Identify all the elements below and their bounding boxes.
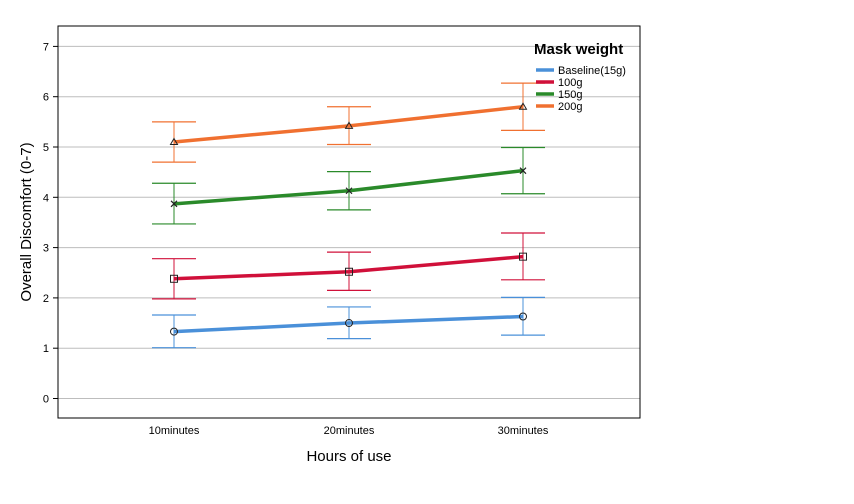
- series-line: [173, 314, 524, 334]
- series-layer: [152, 82, 545, 349]
- grid: [58, 45, 640, 399]
- data-point: [170, 327, 178, 336]
- series-line: [173, 105, 524, 144]
- x-axis: 10minutes 20minutes 30minutes: [149, 425, 549, 437]
- data-point: [519, 312, 527, 321]
- x-tick-label: 20minutes: [324, 425, 375, 437]
- x-tick-label: 30minutes: [498, 425, 549, 437]
- data-point: [170, 274, 178, 283]
- data-point: [170, 200, 178, 208]
- y-tick-label: 7: [43, 41, 49, 53]
- series-line: [173, 254, 524, 281]
- legend-entry: Baseline(15g): [558, 65, 626, 77]
- data-point: [169, 137, 179, 145]
- series-3: [152, 146, 545, 225]
- plot-frame: [57, 25, 641, 419]
- y-tick-label: 4: [43, 192, 49, 204]
- data-point: [519, 252, 527, 261]
- data-point: [518, 102, 528, 110]
- data-point: [344, 121, 354, 129]
- y-tick-label: 5: [43, 142, 49, 154]
- legend-title: Mask weight: [534, 41, 623, 58]
- legend-entry: 200g: [558, 101, 582, 113]
- legend-entry: 100g: [558, 77, 582, 89]
- y-tick-label: 6: [43, 92, 49, 104]
- x-axis-title: Hours of use: [306, 448, 391, 465]
- y-tick-label: 1: [43, 343, 49, 355]
- x-tick-label: 10minutes: [149, 425, 200, 437]
- legend-entry: 150g: [558, 89, 582, 101]
- data-point: [519, 167, 527, 175]
- y-tick-label: 2: [43, 293, 49, 305]
- y-tick-label: 3: [43, 243, 49, 255]
- data-point: [345, 187, 353, 195]
- y-axis: 0 1 2 3 4 5 6 7: [43, 41, 58, 406]
- series-4: [152, 82, 545, 163]
- series-1: [152, 296, 545, 349]
- data-point: [345, 319, 353, 328]
- y-axis-title: Overall Discomfort (0-7): [18, 142, 35, 301]
- series-2: [152, 232, 545, 300]
- data-point: [345, 267, 353, 276]
- y-tick-label: 0: [43, 394, 49, 406]
